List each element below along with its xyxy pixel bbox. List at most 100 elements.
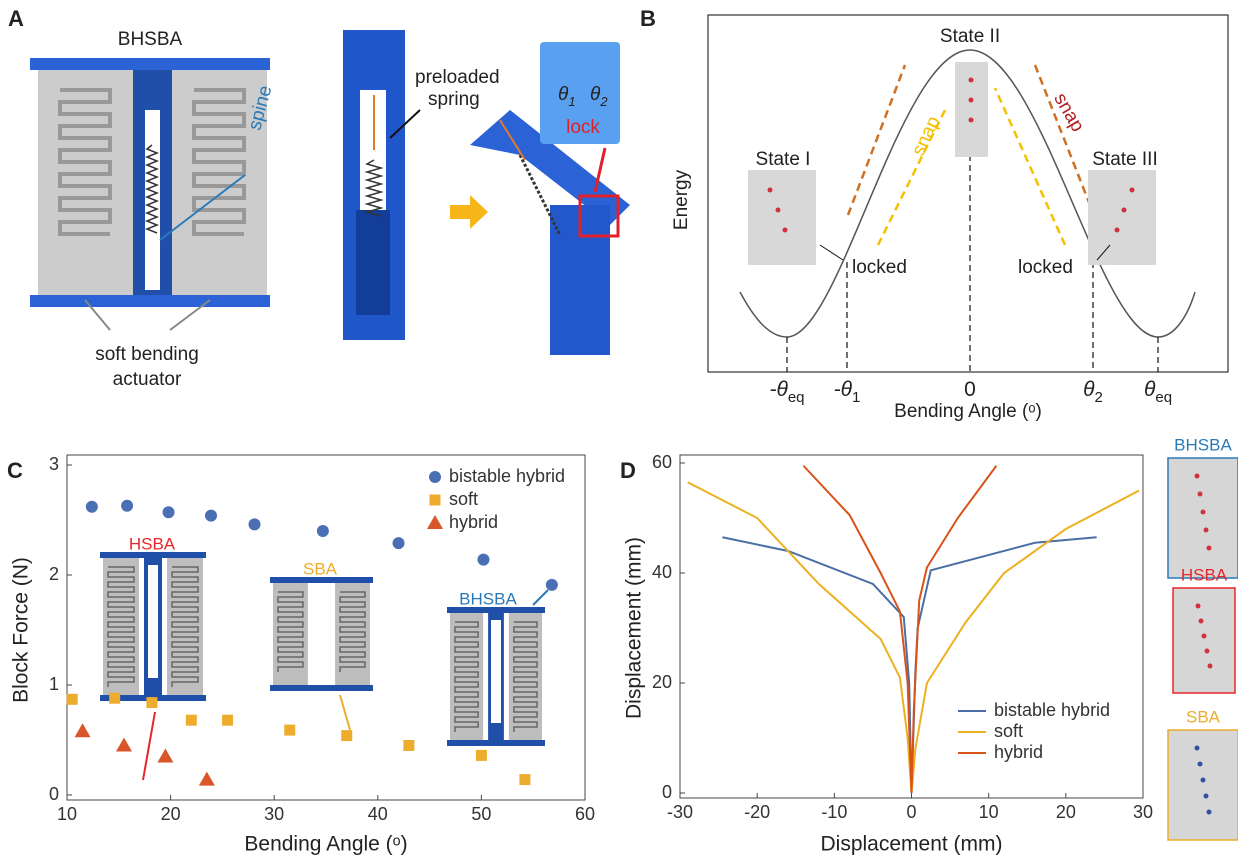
legend-marker (430, 495, 441, 506)
x-tick-label: -20 (744, 802, 770, 822)
shape (1205, 649, 1210, 654)
shape (1195, 474, 1200, 479)
x-tick-label: 0 (906, 802, 916, 822)
panel-letter: A (8, 6, 24, 31)
shape (1195, 746, 1200, 751)
point (403, 740, 414, 751)
y-tick-label: 20 (652, 672, 672, 692)
y-tick-label: 0 (662, 782, 672, 802)
point (341, 730, 352, 741)
inset-label: BHSBA (459, 589, 517, 608)
x-tick-label: 30 (1133, 802, 1153, 822)
label: lock (566, 117, 600, 138)
point (249, 518, 261, 530)
inset-illustration (270, 577, 373, 691)
axis-title: Displacement (mm) (623, 537, 646, 719)
inset-label: BHSBA (1174, 435, 1232, 454)
subscript: 1 (568, 94, 575, 109)
shape (1204, 528, 1209, 533)
figure: A BHSBA spine preloaded spring lock θ1 θ… (0, 0, 1238, 861)
y-tick-label: 40 (652, 562, 672, 582)
symbol: 0 (964, 378, 976, 401)
inset-label: SBA (303, 559, 338, 578)
inset-illustration (100, 552, 206, 701)
shape (270, 685, 373, 691)
point (121, 500, 133, 512)
shape (1201, 778, 1206, 783)
axis-title: Displacement (mm) (820, 833, 1002, 856)
shape (1207, 546, 1212, 551)
inset-photo (1173, 588, 1235, 693)
label: locked (1018, 257, 1073, 278)
point (477, 554, 489, 566)
x-tick-label: 20 (1056, 802, 1076, 822)
point (476, 750, 487, 761)
label: soft bending (95, 344, 199, 365)
x-tick-label: 0 (964, 378, 976, 401)
y-tick-label: 60 (652, 452, 672, 472)
axis-title: Block Force (N) (10, 557, 33, 703)
label: snap (1049, 90, 1088, 136)
subscript: eq (788, 389, 805, 406)
point (109, 693, 120, 704)
point (163, 506, 175, 518)
line (803, 466, 996, 793)
label: actuator (113, 369, 182, 390)
energy-diagram (708, 15, 1228, 372)
inset-photo (1168, 730, 1238, 840)
pointer (143, 712, 155, 780)
shape (1196, 604, 1201, 609)
legend-label: hybrid (994, 742, 1043, 762)
point (199, 772, 215, 786)
symbol: θ (1144, 378, 1156, 401)
point (157, 749, 173, 763)
point (205, 510, 217, 522)
label: State II (940, 26, 1000, 47)
subscript: 1 (852, 389, 860, 406)
inset-illustration (447, 607, 545, 746)
shape (148, 565, 158, 678)
shape (1208, 664, 1213, 669)
x-tick-label: 10 (57, 804, 77, 824)
point (222, 715, 233, 726)
x-tick-label: -30 (667, 802, 693, 822)
label: State III (1092, 149, 1157, 170)
shape (1198, 762, 1203, 767)
actuator-illustration (30, 30, 630, 355)
point (86, 501, 98, 513)
axis-title: Energy (671, 169, 692, 230)
x-tick-label: 40 (368, 804, 388, 824)
point (67, 694, 78, 705)
point (284, 725, 295, 736)
symbol: -θ (769, 378, 788, 401)
inset-photo (1168, 458, 1238, 578)
point (393, 537, 405, 549)
subscript: 2 (599, 94, 608, 109)
shape (491, 620, 501, 723)
inset-label: HSBA (1181, 565, 1228, 584)
x-tick-label: 20 (161, 804, 181, 824)
point (75, 723, 91, 737)
shape (1198, 492, 1203, 497)
panel-letter: B (640, 6, 656, 31)
legend-label: bistable hybrid (449, 466, 565, 486)
point (116, 738, 132, 752)
x-tick-label: θ2 (1083, 378, 1103, 407)
x-tick-label: θeq (1144, 378, 1172, 407)
y-tick-label: 0 (49, 784, 59, 804)
x-tick-label: -θeq (769, 378, 804, 407)
shape (1202, 634, 1207, 639)
axis-title: Bending Angle (ᵒ) (244, 833, 407, 856)
x-tick-label: 60 (575, 804, 595, 824)
legend-label: soft (449, 489, 478, 509)
subscript: eq (1155, 389, 1172, 406)
subscript: 2 (1095, 389, 1103, 406)
point (186, 715, 197, 726)
inset-label: SBA (1186, 707, 1221, 726)
y-tick-label: 3 (49, 454, 59, 474)
pointer (340, 695, 350, 730)
label: locked (852, 257, 907, 278)
label: snap (908, 113, 944, 159)
pointer (533, 590, 548, 605)
label: State I (756, 149, 811, 170)
